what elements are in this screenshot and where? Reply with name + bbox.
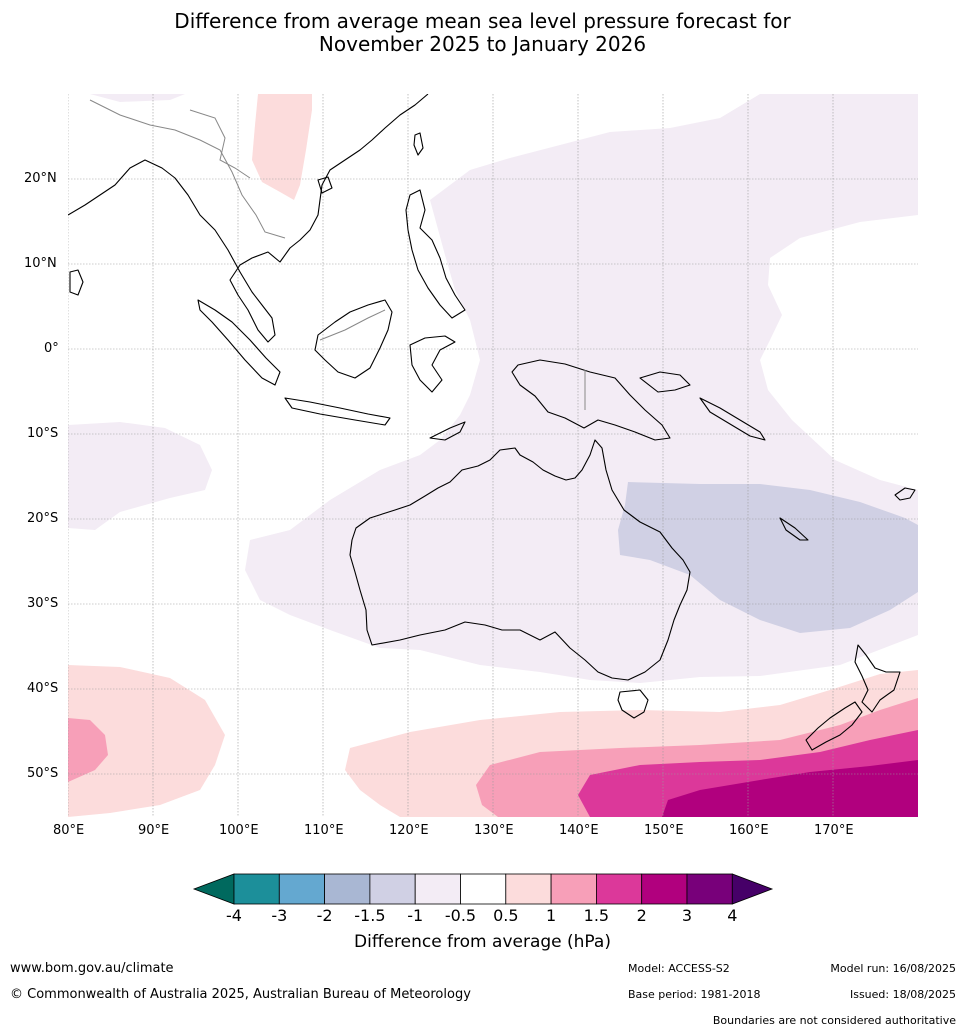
lon-label: 130°E (474, 823, 514, 838)
colorbar-tick-label: 1.5 (583, 906, 610, 925)
lon-label: 150°E (644, 823, 684, 838)
colorbar-extend-high (731, 873, 774, 905)
taiwan-coastline (413, 132, 424, 156)
border-borneo (319, 309, 386, 341)
colorbar-tick-label: 2 (636, 906, 647, 925)
colorbar-swatch (369, 873, 416, 905)
sumatra-coastline (197, 299, 281, 386)
disclaimer: Boundaries are not considered authoritat… (712, 1014, 956, 1027)
model-run-date: Model run: 16/08/2025 (830, 962, 956, 975)
anomaly-region-neg-1-to-neg-1.5 (618, 482, 918, 633)
solomon-islands-coastline (699, 397, 766, 441)
colorbar-label: Difference from average (hPa) (354, 932, 611, 952)
model-name: Model: ACCESS-S2 (628, 962, 730, 975)
pressure-anomaly-map (68, 94, 918, 817)
colorbar-extend-low (192, 873, 235, 905)
tasmania-coastline (617, 689, 649, 719)
colorbar-tick-label: 3 (681, 906, 693, 925)
colorbar-swatch (596, 873, 643, 905)
colorbar-tick-label: -4 (226, 906, 242, 925)
anomaly-region-pos-1-to-1.5-southwest (68, 718, 108, 782)
fiji-coastline (894, 487, 916, 501)
timor-coastline (429, 421, 466, 441)
colorbar-tick-label: 4 (727, 906, 738, 925)
colorbar-swatch (641, 873, 688, 905)
lat-label: 20°S (27, 511, 59, 526)
website-link[interactable]: www.bom.gov.au/climate (10, 961, 174, 976)
new-zealand-north-island (854, 644, 901, 713)
colorbar-tick-label: -1.5 (354, 906, 386, 925)
lon-label: 100°E (219, 823, 259, 838)
new-caledonia-coastline (779, 517, 809, 541)
colorbar-swatch (414, 873, 461, 905)
country-borders (89, 99, 586, 410)
base-period: Base period: 1981-2018 (628, 988, 761, 1001)
lat-label: 0° (44, 341, 59, 356)
colorbar-swatch (460, 873, 507, 905)
issued-date: Issued: 18/08/2025 (849, 988, 956, 1001)
australia-coastline (349, 439, 691, 681)
map-title: Difference from average mean sea level p… (0, 10, 965, 56)
java-coastline (284, 397, 391, 426)
lon-label: 140°E (559, 823, 599, 838)
colorbar-tick-label: -2 (316, 906, 333, 925)
border-mainland-asia-2 (189, 109, 251, 179)
lat-label: 20°N (24, 171, 57, 186)
anomaly-region-pos-0.5-to-1-mainland-asia (252, 94, 312, 200)
anomaly-region-pos-0.5-to-1-southwest (68, 665, 225, 817)
graticule (68, 94, 918, 817)
bismarck-archipelago-coastline (639, 371, 691, 393)
borneo-coastline (314, 299, 393, 379)
colorbar-tick-label: -1 (407, 906, 424, 925)
colorbar-swatch (505, 873, 552, 905)
colorbar-swatch (324, 873, 371, 905)
colorbar-tick-label: -3 (271, 906, 288, 925)
lon-label: 170°E (814, 823, 854, 838)
lat-label: 50°S (27, 766, 59, 781)
lat-label: 10°N (24, 256, 57, 271)
colorbar-tick-label: 0.5 (493, 906, 519, 925)
title-line-1: Difference from average mean sea level p… (174, 9, 791, 33)
sulawesi-coastline (409, 335, 456, 393)
anomaly-region-neg-0.5-to-neg-1-north (90, 94, 185, 102)
colorbar-swatch (278, 873, 325, 905)
philippines-coastline (405, 189, 466, 319)
anomaly-region-neg-0.5-to-neg-1-indian (68, 422, 212, 530)
new-zealand-south-island (805, 701, 863, 751)
colorbar-swatch (550, 873, 597, 905)
colorbar-tick-label: 1 (546, 906, 557, 925)
lat-label: 10°S (27, 426, 59, 441)
lon-label: 110°E (304, 823, 344, 838)
hainan-coastline (317, 176, 333, 194)
asia-mainland-coastline (68, 94, 429, 343)
coastlines (68, 94, 916, 751)
title-line-2: November 2025 to January 2026 (318, 32, 647, 56)
lat-label: 30°S (27, 596, 59, 611)
colorbar-swatch (233, 873, 280, 905)
colorbar-tick-label: -0.5 (444, 906, 477, 925)
copyright-text: © Commonwealth of Australia 2025, Austra… (10, 987, 471, 1002)
lon-label: 160°E (729, 823, 769, 838)
new-guinea-coastline (511, 359, 671, 441)
colorbar-swatch (686, 873, 733, 905)
sri-lanka-coastline (69, 269, 84, 296)
lon-label: 120°E (389, 823, 429, 838)
lon-label: 80°E (53, 823, 85, 838)
lon-label: 90°E (138, 823, 170, 838)
border-mainland-asia (89, 99, 286, 239)
lat-label: 40°S (27, 681, 59, 696)
